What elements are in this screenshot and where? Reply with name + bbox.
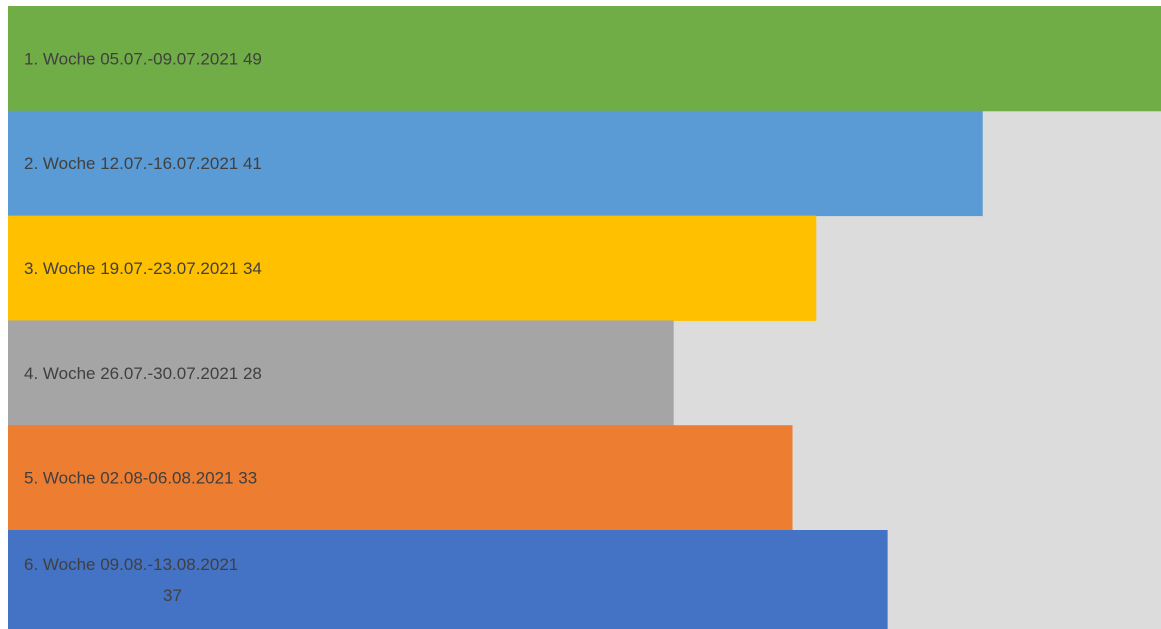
bar-4 — [8, 320, 674, 426]
bar-label-6: 6. Woche 09.08.-13.08.2021 37 — [24, 555, 238, 605]
bar-1 — [8, 6, 1161, 112]
bar-2 — [8, 110, 983, 217]
bar-label-1: 1. Woche 05.07.-09.07.2021 49 — [24, 49, 262, 68]
chart-canvas: 1. Woche 05.07.-09.07.2021 49 2. Woche 12… — [8, 6, 1161, 629]
bar-chart: 1. Woche 05.07.-09.07.2021 49 2. Woche 12… — [8, 6, 1161, 629]
bar-value-6: 37 — [163, 586, 182, 605]
bar-label-5: 5. Woche 02.08-06.08.2021 33 — [24, 469, 257, 488]
bar-label-3: 3. Woche 19.07.-23.07.2021 34 — [24, 259, 262, 278]
bar-6 — [8, 530, 888, 629]
bar-category-6: 6. Woche 09.08.-13.08.2021 — [24, 555, 238, 574]
bar-label-2: 2. Woche 12.07.-16.07.2021 41 — [24, 154, 262, 173]
bar-5 — [8, 425, 793, 531]
bar-3 — [8, 215, 817, 321]
bar-label-4: 4. Woche 26.07.-30.07.2021 28 — [24, 364, 262, 383]
